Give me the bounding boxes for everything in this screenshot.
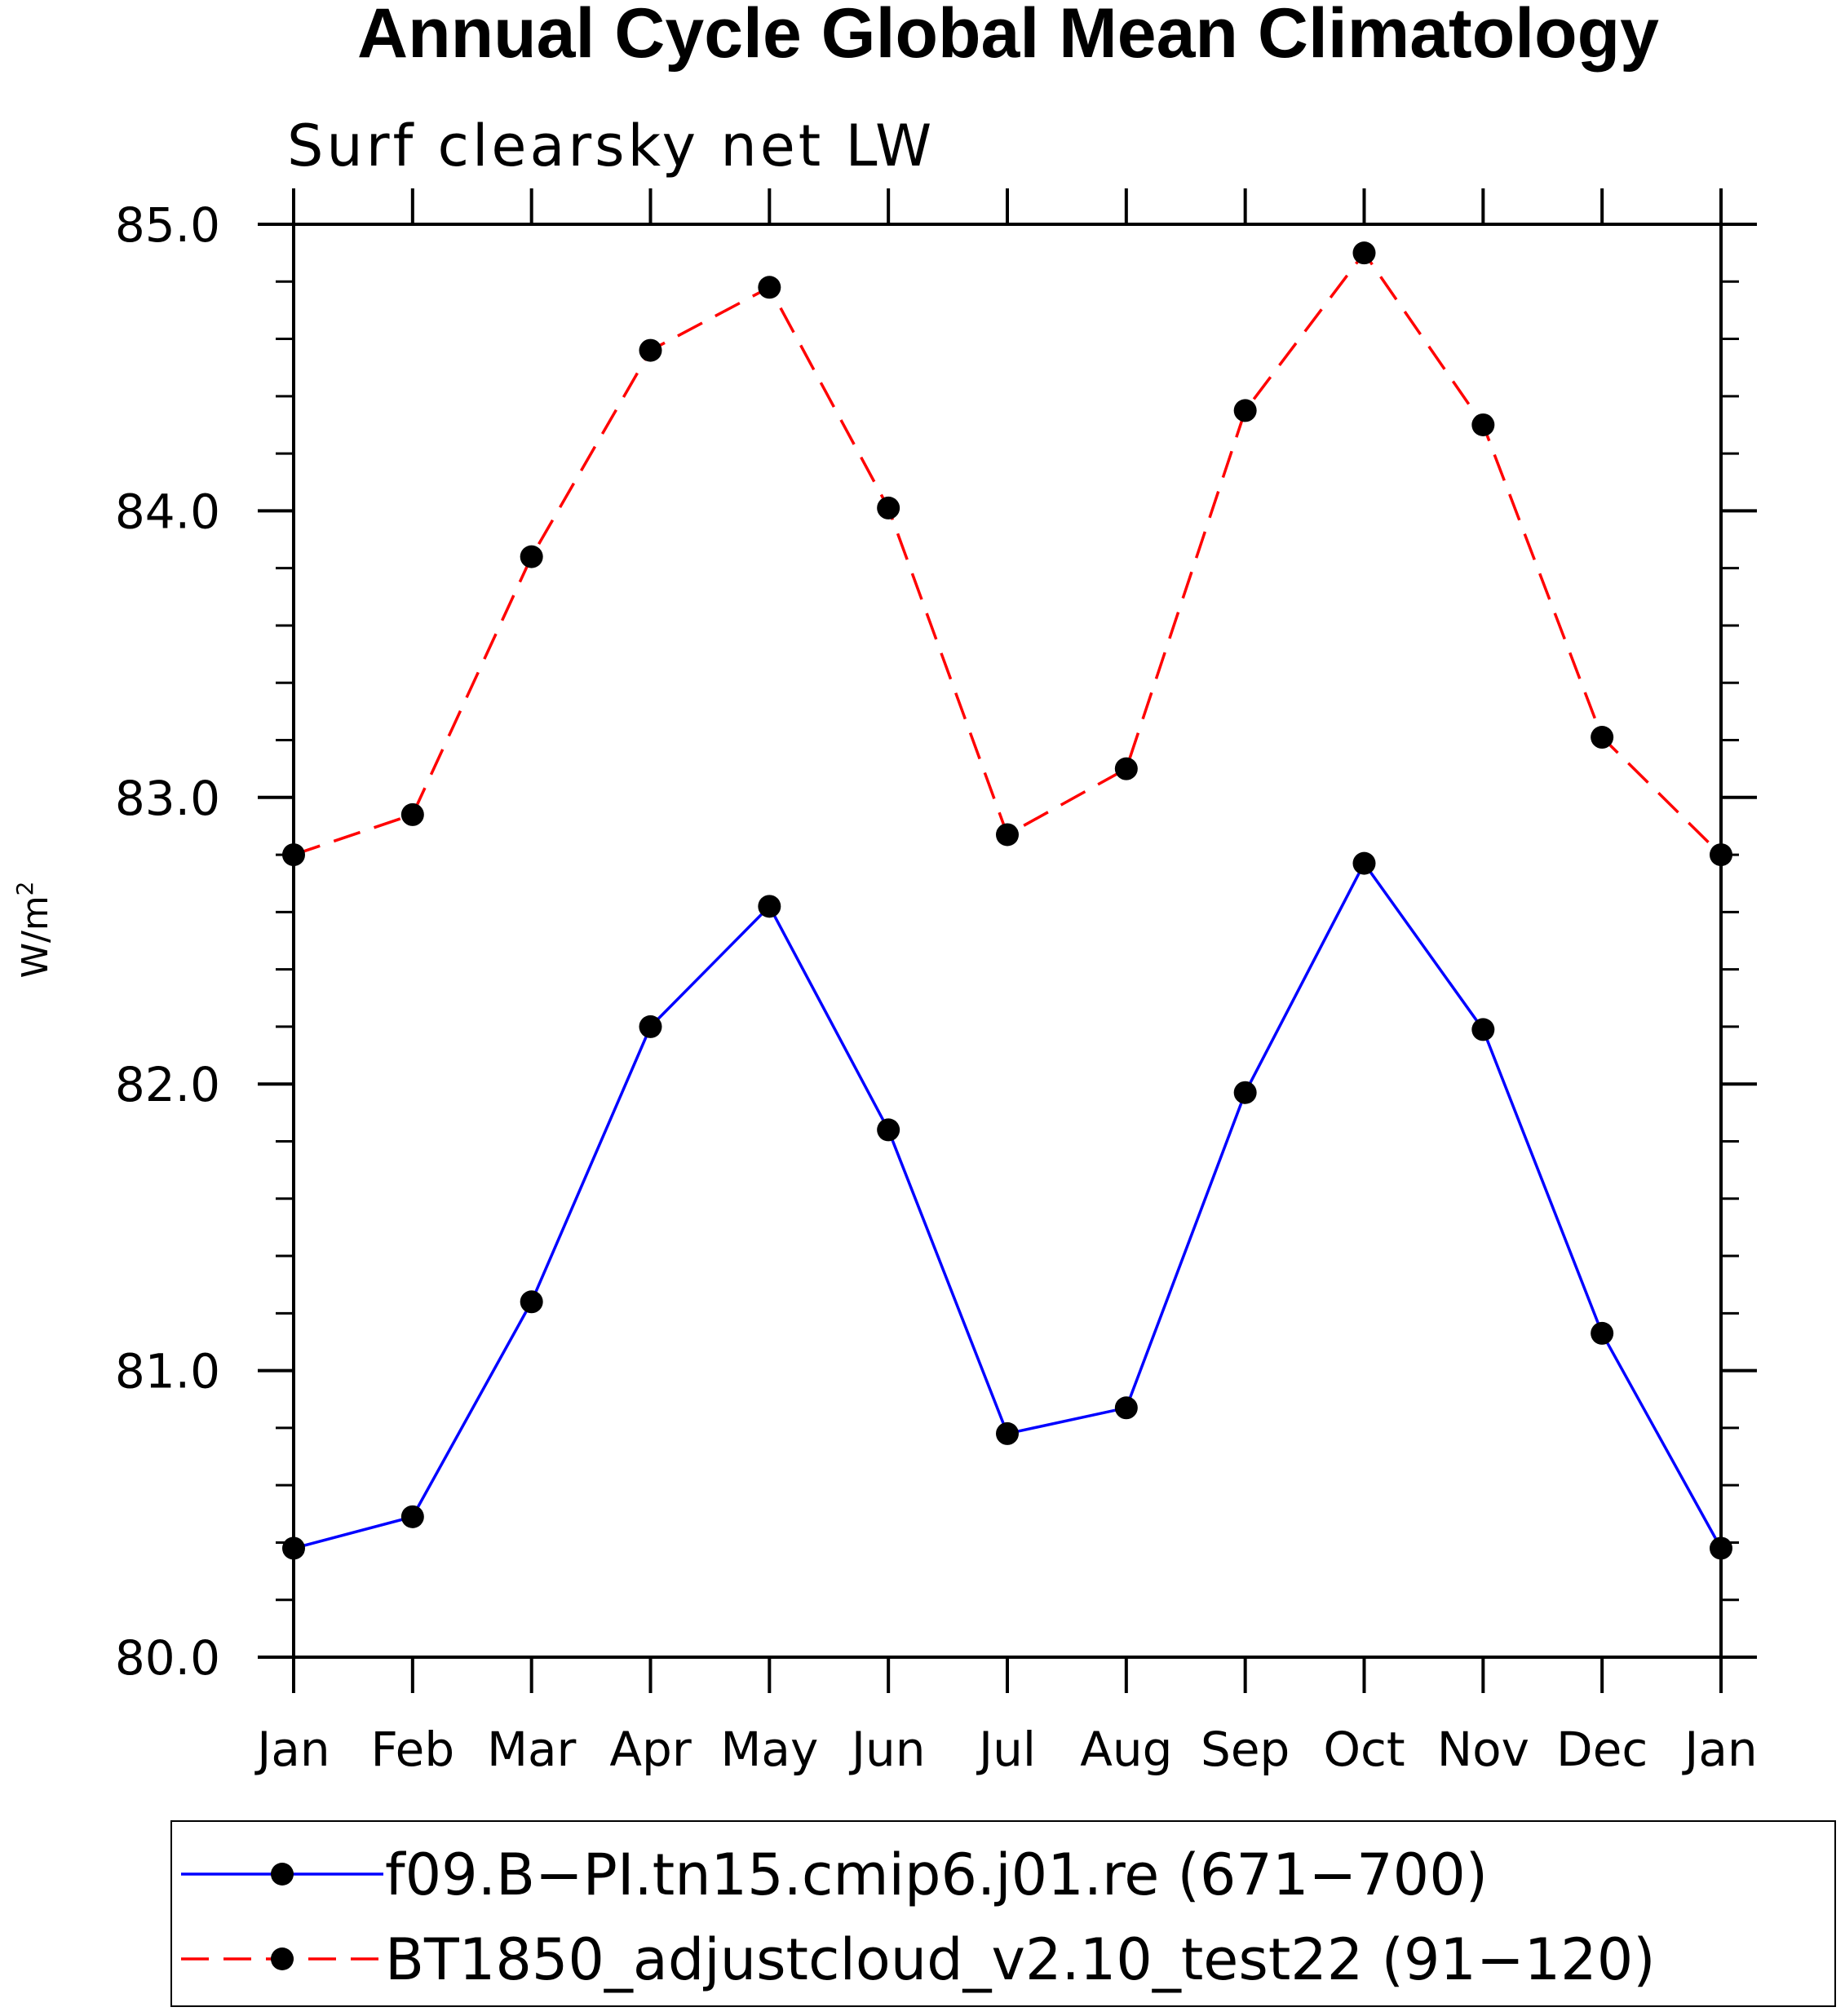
- x-tick-label: Nov: [1437, 1722, 1529, 1777]
- data-point-series-1: [1233, 1081, 1257, 1104]
- y-tick-label: 83.0: [115, 771, 220, 826]
- series-layer: [282, 241, 1732, 1560]
- y-axis-label: W/m2: [11, 881, 56, 978]
- data-point-series-1: [400, 1505, 424, 1528]
- data-point-series-2: [1233, 399, 1257, 422]
- data-point-series-2: [1471, 413, 1495, 436]
- data-point-series-1: [996, 1421, 1019, 1445]
- data-point-series-1: [1710, 1536, 1732, 1560]
- data-point-series-1: [1471, 1018, 1495, 1041]
- legend-label-series-1: f09.B−PI.tn15.cmip6.j01.re (671−700): [385, 1841, 1488, 1908]
- x-tick-label: Dec: [1556, 1722, 1648, 1777]
- data-point-series-2: [400, 802, 424, 826]
- x-tick-label: Feb: [370, 1722, 454, 1777]
- x-tick-label: Jun: [849, 1722, 926, 1777]
- data-point-series-1: [639, 1015, 662, 1038]
- y-axis-label-unit: W/m: [15, 895, 56, 978]
- data-point-series-2: [520, 545, 543, 568]
- x-tick-label: Oct: [1323, 1722, 1405, 1777]
- x-tick-label: Jan: [254, 1722, 330, 1777]
- chart-subtitle: Surf clearsky net LW: [287, 113, 935, 179]
- y-tick-label: 82.0: [115, 1057, 220, 1112]
- data-point-series-2: [1591, 726, 1614, 749]
- y-tick-label: 81.0: [115, 1344, 220, 1399]
- data-point-series-1: [520, 1290, 543, 1314]
- data-point-series-2: [877, 496, 900, 519]
- y-axis-label-exponent: 2: [11, 881, 38, 895]
- data-point-series-2: [282, 843, 305, 867]
- legend-label-series-2: BT1850_adjustcloud_v2.10_test22 (91−120): [385, 1926, 1656, 1993]
- x-tick-label: Apr: [609, 1722, 691, 1777]
- series-line-2: [293, 250, 1723, 856]
- y-tick-label: 85.0: [115, 197, 220, 253]
- axes: Jan Feb Mar Apr May Jun Jul Aug Sep Oct Nov Dec Jan 8…: [115, 188, 1758, 1777]
- data-point-series-1: [1114, 1396, 1138, 1420]
- data-point-series-1: [758, 895, 781, 918]
- x-tick-label: Aug: [1080, 1722, 1172, 1777]
- data-point-series-1: [282, 1536, 305, 1560]
- legend-marker-series-1: [271, 1863, 294, 1886]
- series-line-1: [293, 860, 1723, 1550]
- chart-title: Annual Cycle Global Mean Climatology: [357, 0, 1659, 73]
- x-tick-label: Jan: [1682, 1722, 1757, 1777]
- data-point-series-1: [1352, 851, 1376, 875]
- legend-marker-series-2: [271, 1947, 294, 1970]
- legend: f09.B−PI.tn15.cmip6.j01.re (671−700) BT1…: [170, 1820, 1836, 2007]
- x-tick-label: Jul: [976, 1722, 1036, 1777]
- x-tick-label: May: [720, 1722, 818, 1777]
- data-point-series-2: [1710, 843, 1732, 867]
- data-point-series-2: [1114, 757, 1138, 780]
- data-point-series-2: [639, 338, 662, 362]
- data-point-series-1: [1591, 1321, 1614, 1345]
- x-tick-label: Sep: [1201, 1722, 1290, 1777]
- data-point-series-1: [877, 1118, 900, 1142]
- legend-box: [170, 1820, 1836, 2007]
- x-tick-label: Mar: [487, 1722, 577, 1777]
- data-point-series-2: [1352, 241, 1376, 265]
- y-tick-label: 84.0: [115, 484, 220, 539]
- y-tick-label: 80.0: [115, 1630, 220, 1686]
- data-point-series-2: [996, 823, 1019, 847]
- data-point-series-2: [758, 276, 781, 299]
